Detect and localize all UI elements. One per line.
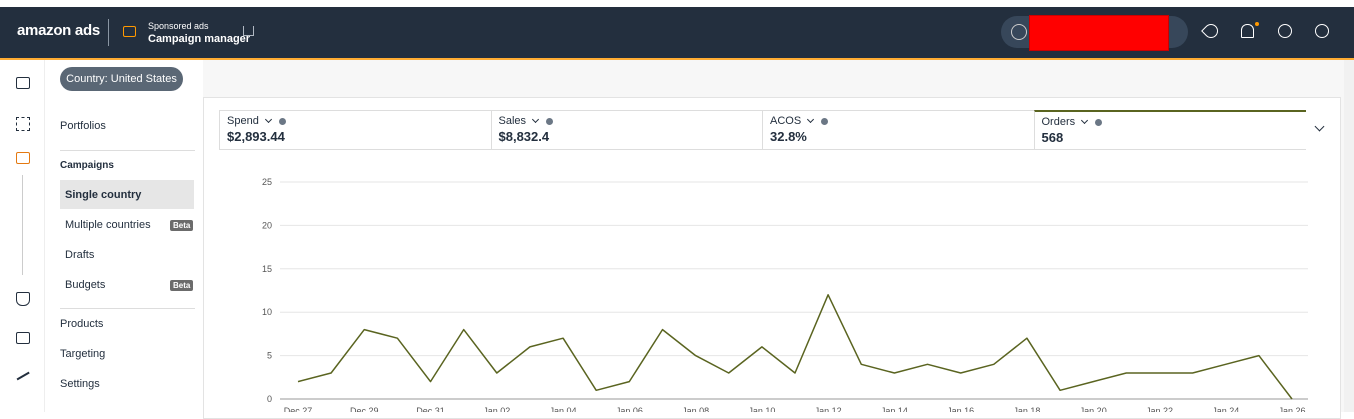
divider bbox=[108, 19, 109, 46]
notification-dot bbox=[1255, 22, 1259, 26]
accent-line bbox=[0, 58, 1354, 60]
nav-item[interactable]: Products bbox=[60, 318, 104, 330]
redaction bbox=[1029, 15, 1169, 51]
metric-card[interactable]: Sales $8,832.4 bbox=[490, 110, 763, 150]
x-tick-label: Jan 08 bbox=[682, 406, 709, 412]
icon-rail bbox=[0, 60, 45, 412]
country-filter[interactable]: Country: United States bbox=[60, 67, 183, 91]
scrollbar bbox=[1344, 60, 1354, 412]
sidebar bbox=[45, 60, 203, 412]
globe-icon bbox=[1011, 24, 1027, 40]
metric-name: ACOS bbox=[770, 115, 802, 127]
metric-value: 568 bbox=[1041, 130, 1064, 145]
x-tick-label: Jan 18 bbox=[1013, 406, 1040, 412]
x-tick-label: Jan 12 bbox=[815, 406, 842, 412]
rail-line bbox=[22, 175, 23, 275]
x-tick-label: Jan 10 bbox=[748, 406, 775, 412]
y-tick-label: 25 bbox=[262, 177, 272, 187]
x-tick-label: Jan 24 bbox=[1212, 406, 1239, 412]
metric-name: Sales bbox=[498, 115, 527, 127]
metric-name: Orders bbox=[1041, 116, 1076, 128]
nav-section: Campaigns bbox=[60, 160, 114, 171]
app-label: Campaign manager bbox=[148, 33, 251, 45]
metric-card[interactable]: Orders 568 bbox=[1033, 110, 1306, 150]
nav-item[interactable]: Single country bbox=[65, 189, 142, 201]
x-tick-label: Jan 20 bbox=[1080, 406, 1107, 412]
nav-item[interactable]: Multiple countries bbox=[65, 219, 151, 231]
brand[interactable]: amazon ads bbox=[17, 22, 100, 39]
metric-value: $8,832.4 bbox=[498, 129, 550, 144]
data-line bbox=[297, 294, 1293, 400]
info-icon bbox=[1095, 118, 1103, 126]
info-icon bbox=[278, 117, 286, 125]
y-tick-label: 15 bbox=[262, 264, 272, 274]
x-tick-label: Dec 27 bbox=[284, 406, 313, 412]
nav-item[interactable]: Targeting bbox=[60, 348, 106, 360]
app-icon bbox=[123, 26, 136, 37]
rail-icon[interactable] bbox=[16, 292, 30, 306]
metric-card[interactable]: Spend $2,893.44 bbox=[219, 110, 491, 150]
x-tick-label: Jan 04 bbox=[550, 406, 577, 412]
divider bbox=[60, 150, 195, 151]
rail-icon[interactable] bbox=[16, 332, 30, 344]
chart: 0 5 10 15 20 25 Dec 27 Dec 29 Dec 31 Jan 02 Jan 04… bbox=[262, 177, 1308, 412]
divider bbox=[60, 308, 195, 309]
badge: Beta bbox=[170, 220, 194, 231]
metric-value: 32.8% bbox=[770, 129, 807, 144]
y-tick-label: 20 bbox=[262, 220, 272, 230]
badge: Beta bbox=[170, 280, 194, 291]
y-tick-label: 5 bbox=[267, 351, 272, 361]
product-label: Sponsored ads bbox=[148, 21, 209, 31]
nav-item[interactable]: Budgets bbox=[65, 279, 106, 291]
x-tick-label: Jan 06 bbox=[616, 406, 643, 412]
y-tick-label: 0 bbox=[267, 394, 272, 404]
metric-card[interactable]: ACOS 32.8% bbox=[762, 110, 1034, 150]
notifications-icon[interactable] bbox=[1241, 24, 1254, 38]
rail-icon[interactable] bbox=[16, 77, 30, 89]
x-tick-label: Jan 26 bbox=[1278, 406, 1305, 412]
nav-item[interactable]: Drafts bbox=[65, 249, 95, 261]
metric-name: Spend bbox=[227, 115, 259, 127]
help-icon[interactable] bbox=[1278, 24, 1292, 38]
x-tick-label: Jan 22 bbox=[1146, 406, 1173, 412]
metric-value: $2,893.44 bbox=[227, 129, 285, 144]
nav-selected-bg bbox=[60, 180, 194, 209]
nav-item[interactable]: Settings bbox=[60, 378, 100, 390]
x-tick-label: Jan 16 bbox=[947, 406, 974, 412]
top-bar: amazon ads Sponsored ads Campaign manage… bbox=[0, 7, 1354, 58]
chart-panel bbox=[203, 97, 1341, 419]
x-tick-label: Jan 14 bbox=[881, 406, 908, 412]
home-icon[interactable] bbox=[243, 26, 254, 36]
rail-icon[interactable] bbox=[16, 117, 30, 131]
x-tick-label: Dec 31 bbox=[416, 406, 445, 412]
metric-header: ACOS bbox=[770, 115, 1027, 127]
y-tick-label: 10 bbox=[262, 307, 272, 317]
metric-header: Orders bbox=[1042, 116, 1299, 128]
nav-item[interactable]: Portfolios bbox=[60, 120, 106, 132]
info-icon bbox=[546, 117, 554, 125]
x-tick-label: Jan 02 bbox=[483, 406, 510, 412]
x-tick-label: Dec 29 bbox=[350, 406, 379, 412]
info-icon bbox=[821, 117, 829, 125]
metric-header: Sales bbox=[499, 115, 756, 127]
profile-icon[interactable] bbox=[1315, 24, 1329, 38]
metric-header: Spend bbox=[227, 115, 484, 127]
rail-icon-active[interactable] bbox=[16, 152, 30, 164]
